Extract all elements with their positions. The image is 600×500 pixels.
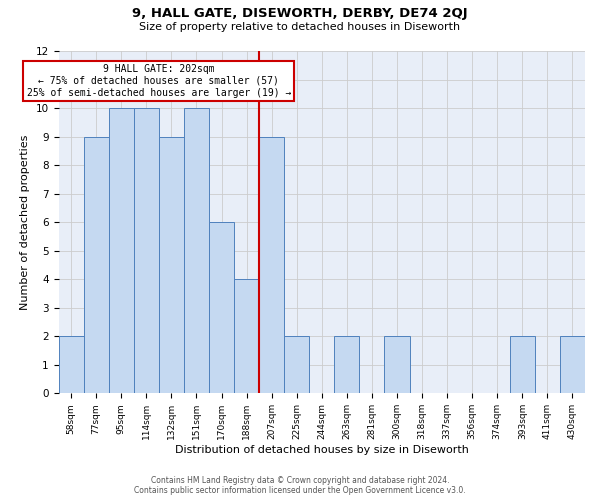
Bar <box>385 336 410 394</box>
Bar <box>159 137 184 394</box>
Y-axis label: Number of detached properties: Number of detached properties <box>20 134 30 310</box>
Bar <box>510 336 535 394</box>
Text: Contains HM Land Registry data © Crown copyright and database right 2024.
Contai: Contains HM Land Registry data © Crown c… <box>134 476 466 495</box>
Bar <box>109 108 134 394</box>
Bar <box>184 108 209 394</box>
Bar <box>234 280 259 394</box>
Text: Size of property relative to detached houses in Diseworth: Size of property relative to detached ho… <box>139 22 461 32</box>
Bar <box>284 336 309 394</box>
Text: 9 HALL GATE: 202sqm
← 75% of detached houses are smaller (57)
25% of semi-detach: 9 HALL GATE: 202sqm ← 75% of detached ho… <box>26 64 291 98</box>
X-axis label: Distribution of detached houses by size in Diseworth: Distribution of detached houses by size … <box>175 445 469 455</box>
Bar <box>334 336 359 394</box>
Bar <box>209 222 234 394</box>
Bar <box>83 137 109 394</box>
Bar <box>259 137 284 394</box>
Bar <box>560 336 585 394</box>
Bar <box>134 108 159 394</box>
Text: 9, HALL GATE, DISEWORTH, DERBY, DE74 2QJ: 9, HALL GATE, DISEWORTH, DERBY, DE74 2QJ <box>132 8 468 20</box>
Bar <box>59 336 83 394</box>
